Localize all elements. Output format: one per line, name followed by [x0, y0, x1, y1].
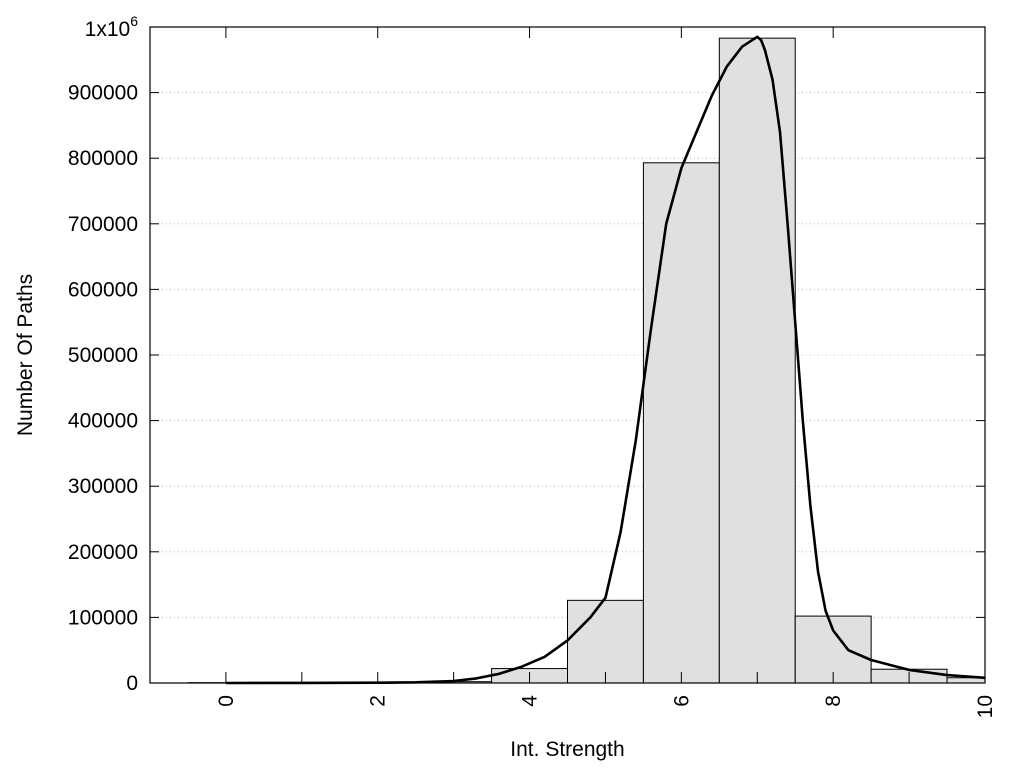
x-tick-label: 8: [822, 695, 845, 707]
x-axis-ticks: 0 2 4 6 8 10: [215, 27, 997, 718]
y-tick-label: 200000: [68, 541, 138, 564]
x-tick-label: 2: [367, 695, 390, 707]
x-tick-label: 4: [519, 695, 542, 707]
y-tick-label: 400000: [68, 410, 138, 433]
y-tick-label: 900000: [68, 82, 138, 105]
y-top-label-exponent: 6: [130, 13, 138, 29]
histogram-bar: [718, 37, 796, 684]
fit-curve-layer: [225, 35, 986, 685]
grid-lines: [150, 26, 985, 618]
plot-frame: [149, 26, 986, 684]
y-tick-label: 700000: [68, 213, 138, 236]
fit-curve-line: [225, 35, 986, 685]
y-axis-top-label: 1x106: [85, 13, 139, 41]
y-tick-label: 0: [126, 672, 138, 695]
y-tick-label: 300000: [68, 475, 138, 498]
x-tick-label: 0: [215, 695, 238, 707]
y-top-label-base: 1x10: [85, 18, 131, 41]
y-axis-ticks: 0 100000 200000 300000 400000 500000 600000 700…: [68, 82, 985, 695]
y-tick-label: 500000: [68, 344, 138, 367]
x-tick-label: 10: [974, 695, 997, 718]
y-tick-label: 100000: [68, 606, 138, 629]
x-tick-label: 6: [670, 695, 693, 707]
histogram-bar: [642, 162, 720, 684]
histogram-bars: [187, 37, 986, 684]
y-tick-label: 800000: [68, 147, 138, 170]
x-axis-title: Int. Strength: [510, 738, 624, 761]
y-axis-title: Number Of Paths: [14, 274, 37, 436]
y-tick-label: 600000: [68, 278, 138, 301]
histogram-bar: [567, 599, 644, 684]
